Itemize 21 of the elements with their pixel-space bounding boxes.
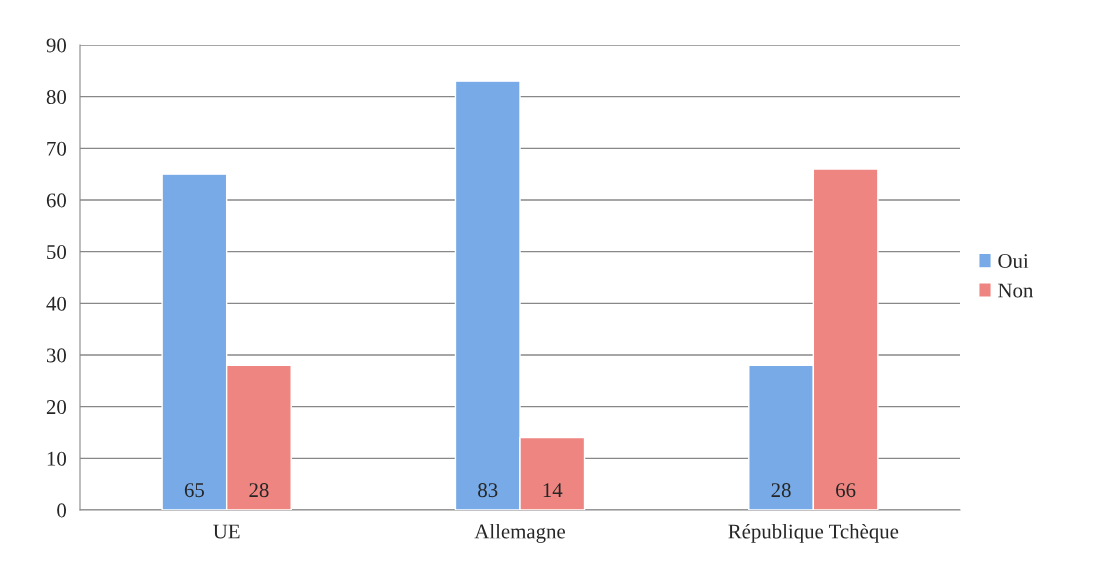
y-tick-label: 50 <box>47 245 67 260</box>
y-tick-label: 10 <box>47 451 67 466</box>
y-tick-label: 40 <box>46 296 67 311</box>
legend-label: Non <box>998 283 1034 298</box>
y-tick-label: 90 <box>46 38 67 53</box>
data-label: 28 <box>771 483 791 498</box>
data-label: 65 <box>184 483 204 498</box>
y-tick-label: 30 <box>46 348 67 363</box>
data-label: 83 <box>478 483 498 498</box>
y-tick-label: 60 <box>46 193 67 208</box>
y-tick-label: 70 <box>47 141 67 156</box>
y-tick-label: 20 <box>46 400 67 415</box>
y-tick-label: 80 <box>46 90 67 105</box>
data-label: 28 <box>249 483 269 498</box>
x-tick-label: République Tchèque <box>728 523 899 543</box>
legend-label: Oui <box>998 254 1029 269</box>
x-tick-label: UE <box>213 524 240 539</box>
x-tick-label: Allemagne <box>474 523 565 543</box>
data-label: 14 <box>543 483 563 497</box>
data-label: 66 <box>836 483 856 498</box>
y-tick-label: 0 <box>57 503 67 518</box>
